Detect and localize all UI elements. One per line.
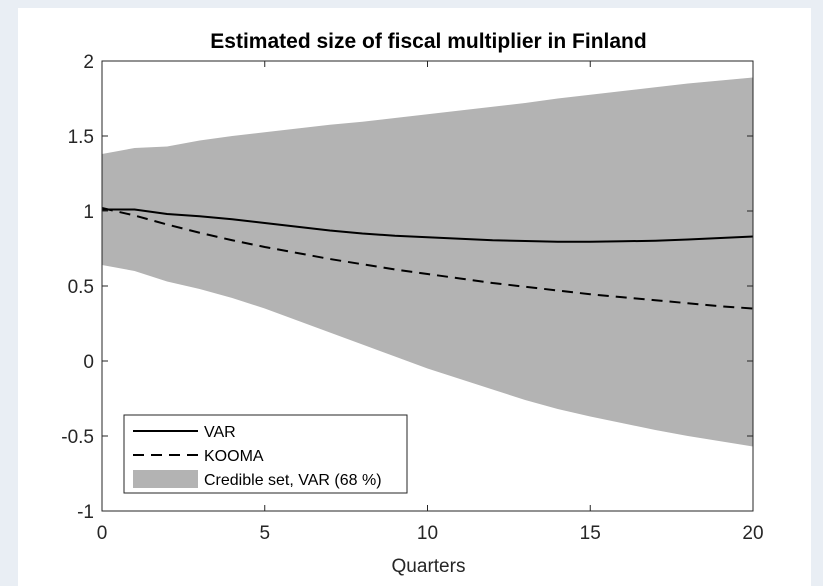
page-margin-right [811,0,823,586]
series-layer [101,207,754,310]
legend-label-credible-set: Credible set, VAR (68 %) [204,472,382,489]
credible-set-band-layer [102,77,753,447]
x-tick-label: 10 [417,523,438,544]
series-line-kooma [101,207,754,310]
page-margin-left [0,0,18,586]
y-tick-label: 0.5 [68,277,94,298]
y-tick-label: 0 [83,352,94,373]
legend-swatch-credible-set [133,470,198,488]
axis-ticks-layer: 0 5 10 15 20 -1 -0.5 0 0.5 1 1.5 2 [61,52,763,544]
x-tick-label: 5 [259,523,270,544]
y-tick-label: 1 [83,202,94,223]
x-tick-label: 20 [742,523,763,544]
legend: VAR KOOMA Credible set, VAR (68 %) [123,414,408,494]
x-tick-label: 15 [580,523,601,544]
legend-label-var: VAR [204,424,236,441]
series-line-var [102,208,754,243]
x-tick-label: 0 [97,523,108,544]
y-tick-label: -0.5 [61,427,94,448]
y-tick-label: -1 [77,502,94,523]
x-axis-label: Quarters [392,556,466,577]
page-margin-top [0,0,823,8]
y-tick-label: 1.5 [68,127,94,148]
credible-set-band [102,77,753,447]
chart-title: Estimated size of fiscal multiplier in F… [210,30,646,53]
legend-label-kooma: KOOMA [204,448,264,465]
y-tick-label: 2 [83,52,94,73]
